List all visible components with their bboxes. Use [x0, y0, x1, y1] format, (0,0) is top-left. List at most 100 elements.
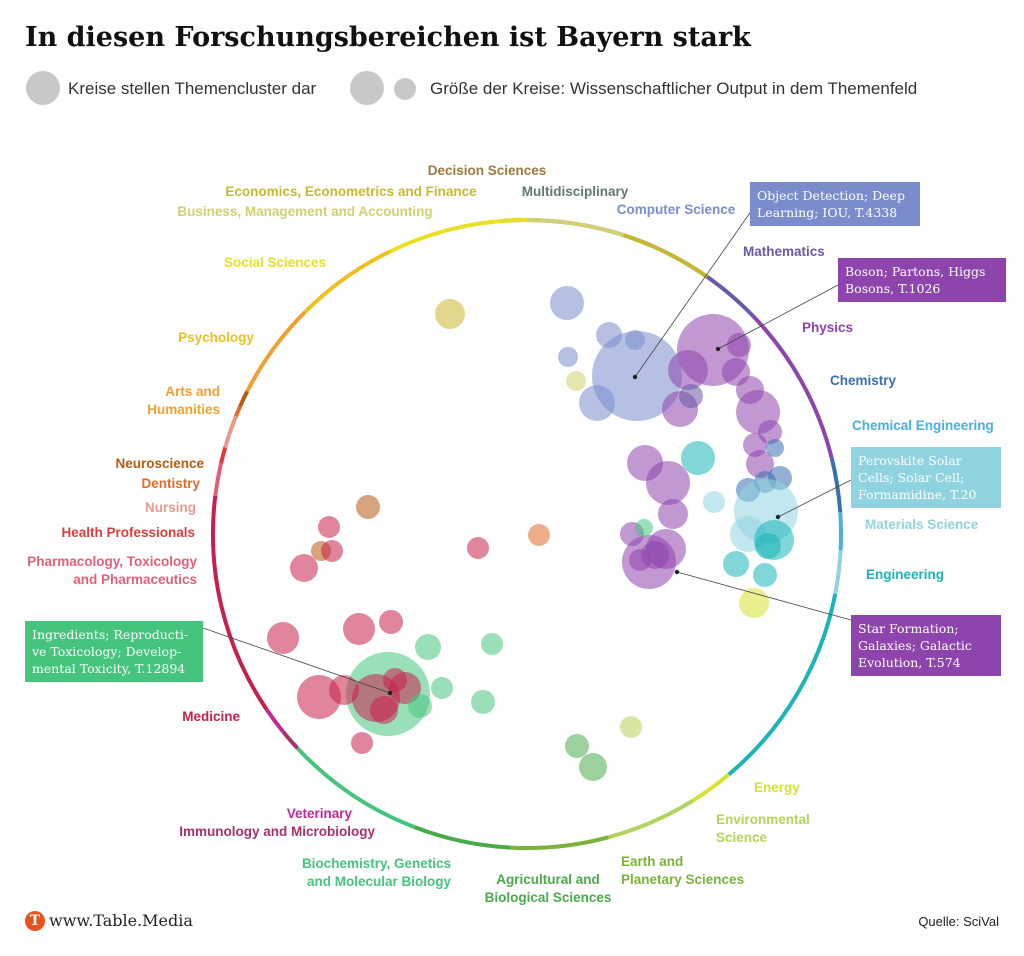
anchor-dot	[387, 690, 393, 696]
category-labels: Decision Sciences Economics, Econometrics…	[27, 163, 994, 905]
cluster-bubble[interactable]	[658, 499, 688, 529]
cluster-bubble[interactable]	[351, 732, 373, 754]
cluster-bubble[interactable]	[558, 347, 578, 367]
callout-box	[851, 447, 1001, 508]
ring-segment-chemistry	[829, 457, 843, 513]
leader-line-star-formation	[676, 571, 852, 621]
callout-object-detection: Object Detection; Deep Learning; IOU, T.4…	[750, 182, 920, 226]
category-label-mathematics: Mathematics	[743, 244, 825, 259]
ring-segment-chemical-engineering	[838, 511, 843, 551]
cluster-bubble[interactable]	[370, 696, 398, 724]
category-label-nursing: Nursing	[145, 500, 196, 515]
cluster-bubble[interactable]	[739, 588, 769, 618]
cluster-bubble[interactable]	[566, 371, 586, 391]
cluster-bubble[interactable]	[415, 634, 441, 660]
cluster-bubble[interactable]	[620, 716, 642, 738]
category-label-earth-planetary: Earth and Planetary Sciences	[621, 854, 744, 887]
callout-ingredients: Ingredients; Reproducti-ve Toxicology; D…	[25, 621, 203, 682]
anchor-dot	[715, 346, 721, 352]
anchor-dot	[632, 374, 638, 380]
cluster-bubble[interactable]	[431, 677, 453, 699]
ring-segment-dentistry	[234, 405, 242, 418]
cluster-bubble[interactable]	[383, 668, 407, 692]
callout-box	[25, 621, 203, 682]
legend-clusters-label: Kreise stellen Themencluster dar	[68, 79, 317, 98]
category-label-computer-science: Computer Science	[617, 202, 736, 217]
cluster-bubble[interactable]	[329, 675, 359, 705]
table-media-logo-icon: T	[25, 911, 45, 931]
cluster-bubble[interactable]	[435, 299, 465, 329]
ring-segment-energy	[692, 772, 731, 802]
cluster-bubble[interactable]	[746, 450, 774, 478]
category-ring	[210, 218, 843, 851]
category-label-pharmacology: Pharmacology, Toxicology and Pharmaceutic…	[27, 554, 197, 587]
ring-segment-immunology	[281, 730, 299, 750]
category-label-multidisciplinary: Multidisciplinary	[522, 184, 629, 199]
cluster-bubble[interactable]	[467, 537, 489, 559]
ring-segment-nursing	[223, 415, 238, 448]
category-label-chemical-engineering: Chemical Engineering	[852, 418, 994, 433]
callout-text: Perovskite Solar Cells; Solar Cell; Formam…	[858, 453, 976, 502]
cluster-bubble[interactable]	[290, 554, 318, 582]
anchor-dot	[775, 514, 781, 520]
category-label-immunology: Immunology and Microbiology	[179, 824, 375, 839]
ring-segment-medicine	[210, 495, 269, 711]
ring-segment-business	[526, 218, 625, 238]
category-label-arts-humanities: Arts and Humanities	[147, 384, 220, 417]
legend-circle-size-large	[350, 71, 384, 105]
cluster-bubble[interactable]	[471, 690, 495, 714]
callout-text: Ingredients; Reproducti-ve Toxicology; D…	[31, 627, 188, 676]
callout-box	[838, 258, 1006, 302]
cluster-bubble[interactable]	[550, 286, 584, 320]
cluster-bubble[interactable]	[668, 350, 708, 390]
cluster-bubble[interactable]	[681, 441, 715, 475]
leader-line-perovskite	[777, 479, 852, 518]
cluster-bubble[interactable]	[703, 491, 725, 513]
cluster-bubble[interactable]	[679, 384, 703, 408]
category-label-social-sciences: Social Sciences	[224, 255, 326, 270]
ring-segment-social-sciences	[388, 218, 528, 254]
cluster-bubble[interactable]	[565, 734, 589, 758]
cluster-bubble[interactable]	[528, 524, 550, 546]
cluster-bubble[interactable]	[267, 622, 299, 654]
cluster-bubble[interactable]	[579, 385, 615, 421]
cluster-bubble[interactable]	[753, 563, 777, 587]
cluster-bubble[interactable]	[766, 439, 784, 457]
cluster-bubble[interactable]	[646, 461, 690, 505]
callout-text: Boson; Partons, Higgs Bosons, T.1026	[845, 264, 985, 296]
cluster-bubble[interactable]	[625, 330, 645, 350]
ring-segment-economics	[623, 233, 709, 279]
cluster-bubble[interactable]	[321, 540, 343, 562]
cluster-bubble[interactable]	[755, 533, 781, 559]
topic-clusters	[267, 286, 798, 781]
callout-leader-lines	[202, 209, 852, 694]
cluster-bubble[interactable]	[379, 610, 403, 634]
category-label-chemistry: Chemistry	[830, 373, 897, 388]
callout-box	[851, 615, 1001, 676]
page-title: In diesen Forschungsbereichen ist Bayern…	[25, 22, 751, 53]
ring-segment-physics	[751, 314, 834, 459]
callout-anchor-dots	[387, 346, 781, 696]
footer-url[interactable]: www.Table.Media	[49, 911, 193, 930]
cluster-bubble[interactable]	[629, 549, 651, 571]
cluster-bubble[interactable]	[408, 694, 432, 718]
ring-segment-agricultural	[413, 825, 511, 850]
ring-segment-materials-science	[833, 550, 843, 595]
legend-size-label: Größe der Kreise: Wissenschaftlicher Out…	[430, 79, 918, 98]
cluster-bubble[interactable]	[343, 613, 375, 645]
cluster-bubble[interactable]	[318, 516, 340, 538]
ring-segment-health-professionals	[219, 446, 228, 464]
category-label-medicine: Medicine	[182, 709, 240, 724]
cluster-bubble[interactable]	[723, 551, 749, 577]
cluster-bubble[interactable]	[727, 333, 751, 357]
category-label-business: Business, Management and Accounting	[177, 204, 432, 219]
leader-line-ingredients	[202, 627, 391, 694]
cluster-bubble[interactable]	[592, 331, 682, 421]
ring-segment-neuroscience	[238, 390, 249, 408]
cluster-bubble[interactable]	[635, 519, 653, 537]
cluster-bubble[interactable]	[481, 633, 503, 655]
cluster-bubble[interactable]	[579, 753, 607, 781]
ring-segment-veterinary	[265, 708, 285, 733]
legend-circle-large	[26, 71, 60, 105]
cluster-bubble[interactable]	[356, 495, 380, 519]
